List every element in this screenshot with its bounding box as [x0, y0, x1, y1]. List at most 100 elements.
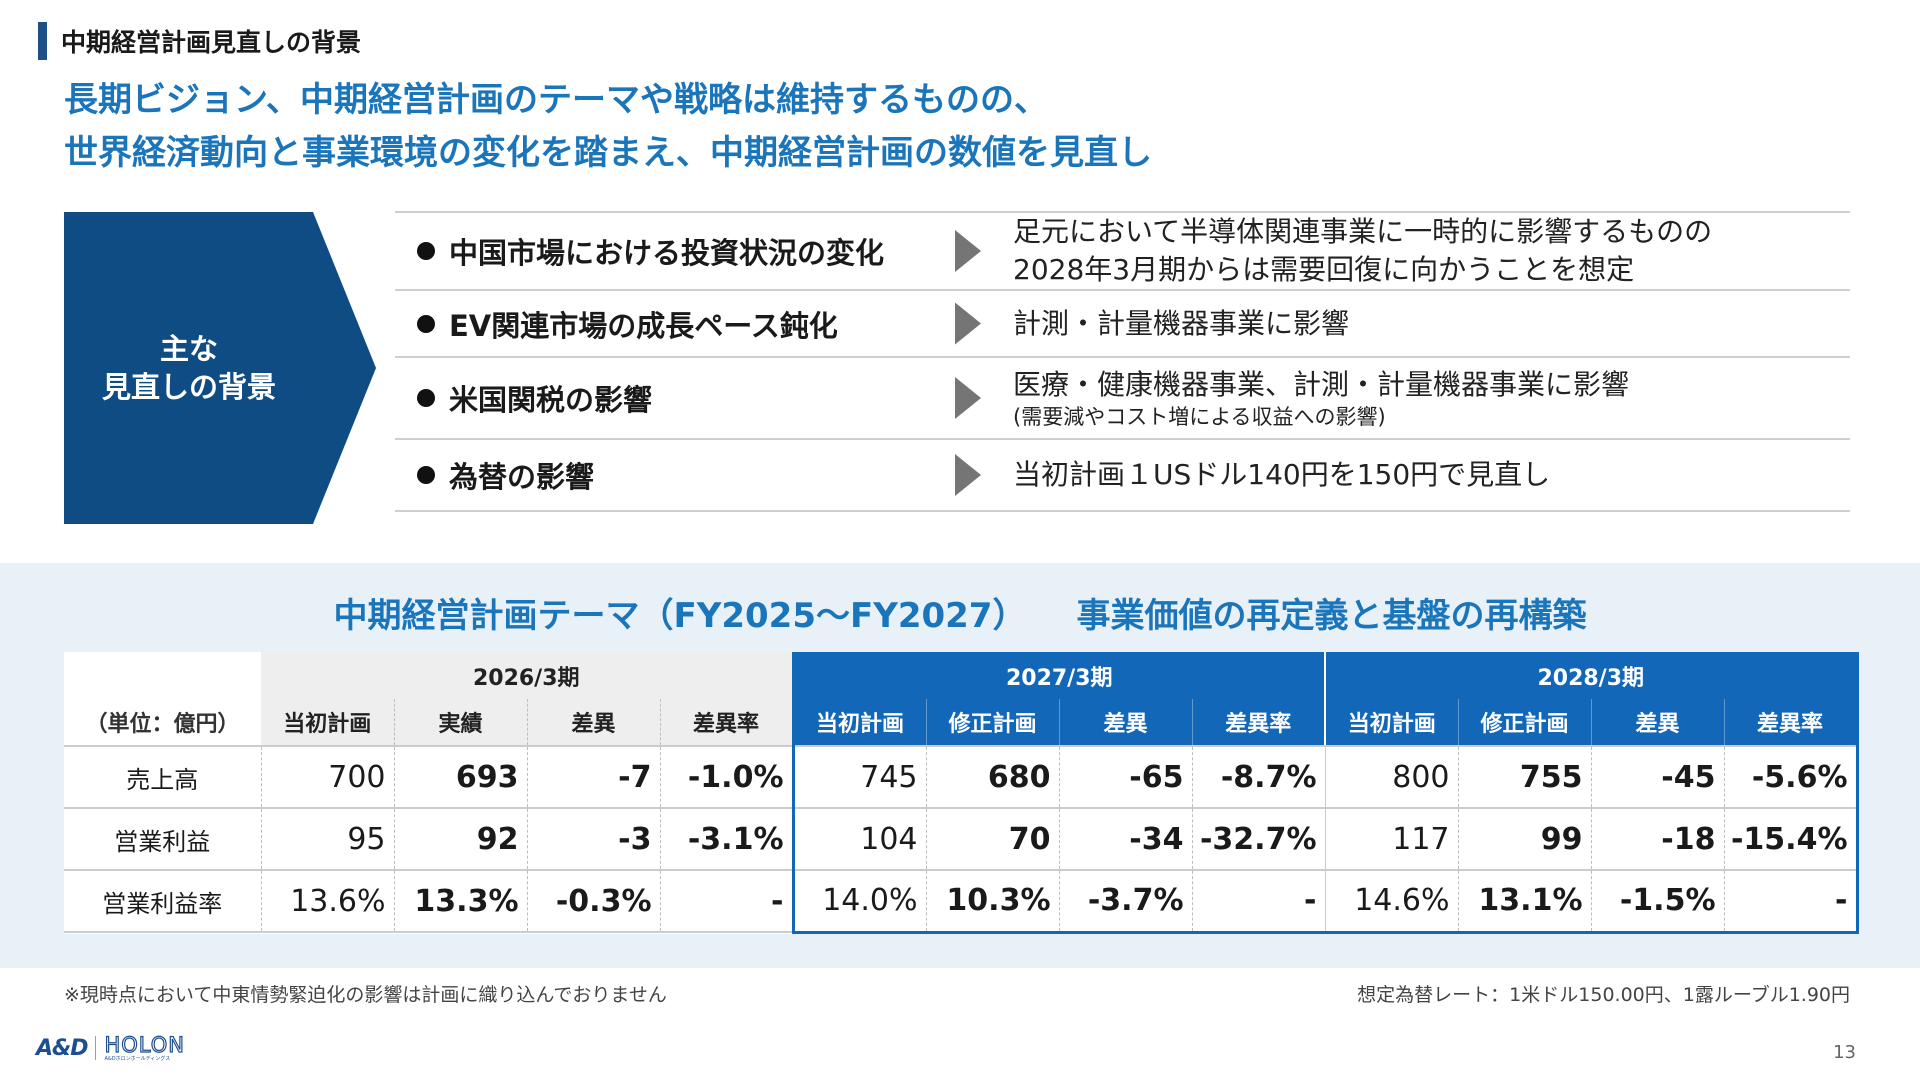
- table-cell: 99: [1457, 808, 1591, 871]
- table-cell: -: [1191, 870, 1325, 934]
- table-cell: -65: [1058, 746, 1192, 809]
- table-cell: -3.1%: [659, 808, 793, 871]
- table-cell: -7: [526, 746, 660, 809]
- table-cell: 680: [925, 746, 1059, 809]
- reasons-list: 中国市場における投資状況の変化 足元において半導体関連事業に一時的に影響するもの…: [395, 211, 1850, 512]
- year-header-2026: 2026/3期: [261, 652, 793, 699]
- section-label: 中期経営計画見直しの背景: [38, 22, 361, 60]
- bullet-icon: [417, 242, 435, 260]
- reason-detail: 当初計画１USドル140円を150円で見直し: [1013, 456, 1850, 494]
- table-cell: -: [659, 870, 793, 933]
- section-label-text: 中期経営計画見直しの背景: [61, 28, 362, 57]
- table-cell: -3: [526, 808, 660, 871]
- column-header: 差異: [526, 699, 660, 747]
- column-header: 差異率: [1723, 699, 1859, 747]
- logo-holon: HOLON: [104, 1033, 185, 1057]
- headline-line-1: 長期ビジョン、中期経営計画のテーマや戦略は維持するものの、: [64, 80, 1048, 120]
- reason-title: 中国市場における投資状況の変化: [449, 236, 885, 270]
- reason-detail-line: 計測・計量機器事業に影響: [1013, 306, 1350, 340]
- column-header: 当初計画: [791, 699, 926, 747]
- table-cell: 14.0%: [791, 870, 926, 934]
- table-cell: 755: [1457, 746, 1591, 809]
- table-row: 営業利益 95 92 -3 -3.1% 104 70 -34 -32.7% 11…: [64, 808, 1859, 871]
- table-cell: -0.3%: [526, 870, 660, 933]
- column-header: 差異: [1590, 699, 1724, 747]
- reason-row: 中国市場における投資状況の変化 足元において半導体関連事業に一時的に影響するもの…: [395, 213, 1850, 291]
- table-cell: 92: [393, 808, 527, 871]
- table-cell: -3.7%: [1058, 870, 1192, 934]
- table-cell: -18: [1590, 808, 1724, 871]
- fx-rate-note: 想定為替レート：1米ドル150.00円、1露ルーブル1.90円: [1357, 984, 1850, 1006]
- table-cell: -5.6%: [1723, 746, 1859, 809]
- background-chevron-line-2: 見直しの背景: [101, 370, 276, 404]
- arrow-right-icon: [955, 230, 981, 272]
- table-cell: 700: [260, 746, 394, 809]
- table-cell: 693: [393, 746, 527, 809]
- column-header: 当初計画: [261, 699, 394, 747]
- column-header: 差異率: [1191, 699, 1325, 747]
- reason-detail: 計測・計量機器事業に影響: [1013, 305, 1850, 343]
- table-cell: 70: [925, 808, 1059, 871]
- table-cell: -1.5%: [1590, 870, 1724, 934]
- column-header: 差異: [1058, 699, 1192, 747]
- logo-tagline: A&Dホロンホールディングス: [104, 1056, 171, 1062]
- column-header: 当初計画: [1324, 699, 1458, 747]
- unit-label: （単位：億円）: [64, 699, 261, 747]
- bullet-icon: [417, 466, 435, 484]
- reason-title: 為替の影響: [449, 460, 595, 494]
- row-label: 営業利益率: [64, 870, 261, 933]
- table-cell: 117: [1324, 808, 1458, 871]
- reason-row: 為替の影響 当初計画１USドル140円を150円で見直し: [395, 440, 1850, 512]
- footnote: ※現時点において中東情勢緊迫化の影響は計画に織り込んでおりません: [64, 984, 667, 1006]
- background-chevron: 主な 見直しの背景: [64, 212, 376, 524]
- table-cell: 13.6%: [260, 870, 394, 933]
- theme-title-main: 中期経営計画テーマ（FY2025～FY2027）: [333, 596, 1027, 636]
- table-cell: -: [1723, 870, 1859, 934]
- theme-title-sub: 事業価値の再定義と基盤の再構築: [1076, 596, 1587, 636]
- table-cell: 13.3%: [393, 870, 527, 933]
- table-cell: -8.7%: [1191, 746, 1325, 809]
- reason-detail-sub: (需要減やコスト増による収益への影響): [1013, 405, 1386, 429]
- logo-holon-block: HOLON A&Dホロンホールディングス: [104, 1033, 185, 1062]
- table-cell: -15.4%: [1723, 808, 1859, 871]
- reason-title-cell: EV関連市場の成長ペース鈍化: [395, 303, 955, 345]
- reason-title-cell: 為替の影響: [395, 454, 955, 496]
- theme-title: 中期経営計画テーマ（FY2025～FY2027） 事業価値の再定義と基盤の再構築: [0, 588, 1920, 637]
- bullet-icon: [417, 389, 435, 407]
- section-label-bar: [38, 22, 47, 60]
- table-cell: 104: [791, 808, 926, 871]
- reason-detail-line: 医療・健康機器事業、計測・計量機器事業に影響: [1013, 368, 1630, 401]
- table-row: 営業利益率 13.6% 13.3% -0.3% - 14.0% 10.3% -3…: [64, 870, 1859, 934]
- bullet-icon: [417, 314, 435, 333]
- company-logo: A&D HOLON A&Dホロンホールディングス: [36, 1033, 185, 1062]
- reason-title-cell: 米国関税の影響: [395, 377, 955, 419]
- table-cell: 95: [260, 808, 394, 871]
- arrow-right-icon: [955, 454, 981, 496]
- logo-brand: A&D: [36, 1035, 88, 1061]
- table-cell: -45: [1590, 746, 1724, 809]
- reason-row: EV関連市場の成長ペース鈍化 計測・計量機器事業に影響: [395, 291, 1850, 358]
- reason-row: 米国関税の影響 医療・健康機器事業、計測・計量機器事業に影響 (需要減やコスト増…: [395, 358, 1850, 440]
- table-row: 売上高 700 693 -7 -1.0% 745 680 -65 -8.7% 8…: [64, 746, 1859, 809]
- column-header: 差異率: [659, 699, 793, 747]
- headline: 長期ビジョン、中期経営計画のテーマや戦略は維持するものの、 世界経済動向と事業環…: [64, 74, 1864, 180]
- reason-detail-line: 足元において半導体関連事業に一時的に影響するものの: [1013, 215, 1713, 248]
- reason-detail-line: 当初計画１USドル140円を150円で見直し: [1013, 458, 1551, 491]
- row-label: 営業利益: [64, 808, 261, 871]
- page-number: 13: [1833, 1042, 1856, 1063]
- year-header-2027: 2027/3期: [791, 652, 1325, 699]
- reason-detail: 足元において半導体関連事業に一時的に影響するものの 2028年3月期からは需要回…: [1013, 213, 1850, 289]
- table-cell: -32.7%: [1191, 808, 1325, 871]
- year-header-2028: 2028/3期: [1324, 652, 1859, 699]
- background-chevron-text: 主な 見直しの背景: [64, 330, 314, 406]
- reason-title: EV関連市場の成長ペース鈍化: [449, 308, 838, 343]
- table-cell: -1.0%: [659, 746, 793, 809]
- arrow-right-icon: [955, 377, 981, 419]
- logo-divider: [95, 1036, 97, 1060]
- reason-detail: 医療・健康機器事業、計測・計量機器事業に影響 (需要減やコスト増による収益への影…: [1013, 366, 1850, 430]
- background-chevron-line-1: 主な: [159, 332, 218, 366]
- column-header: 実績: [393, 699, 527, 747]
- column-header: 修正計画: [925, 699, 1059, 747]
- table-corner: [64, 652, 261, 699]
- table-cell: 13.1%: [1457, 870, 1591, 934]
